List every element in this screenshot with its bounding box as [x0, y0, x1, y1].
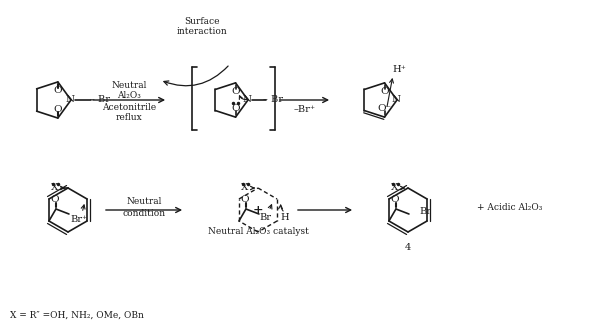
Text: O: O — [391, 195, 399, 204]
Text: O: O — [380, 87, 389, 96]
Text: N: N — [65, 95, 74, 105]
Text: interaction: interaction — [176, 28, 227, 36]
Text: X: X — [241, 183, 248, 193]
Text: O⁻: O⁻ — [377, 104, 392, 113]
Text: O: O — [53, 105, 62, 113]
Text: O: O — [241, 195, 249, 204]
Text: Br⁺: Br⁺ — [70, 215, 88, 223]
Text: H⁺: H⁺ — [392, 66, 406, 74]
Text: Br: Br — [259, 213, 271, 221]
Text: Al₂O₃: Al₂O₃ — [117, 91, 141, 99]
Text: Acetonitrile: Acetonitrile — [102, 102, 156, 112]
Text: N: N — [242, 95, 251, 105]
Text: Neutral: Neutral — [127, 197, 161, 207]
Text: O: O — [53, 87, 62, 95]
Text: Neutral: Neutral — [112, 81, 146, 91]
Text: – Br: – Br — [90, 95, 110, 105]
Text: +: + — [253, 203, 263, 216]
Text: + Acidic Al₂O₃: + Acidic Al₂O₃ — [478, 202, 542, 212]
Text: X = R″ =OH, NH₂, OMe, OBn: X = R″ =OH, NH₂, OMe, OBn — [10, 311, 144, 319]
Text: Br: Br — [419, 208, 431, 216]
Text: O: O — [231, 104, 240, 113]
Text: –Br⁺: –Br⁺ — [293, 106, 316, 114]
Text: X: X — [52, 183, 59, 193]
Text: O: O — [50, 195, 59, 204]
Text: – Br: – Br — [263, 95, 283, 105]
Text: O: O — [231, 87, 240, 96]
Text: condition: condition — [122, 210, 166, 218]
Text: 4: 4 — [405, 242, 411, 252]
Text: H: H — [281, 213, 289, 221]
Text: N: N — [391, 95, 401, 105]
Text: Neutral Al₂O₃ catalyst: Neutral Al₂O₃ catalyst — [208, 227, 308, 236]
Text: reflux: reflux — [116, 113, 142, 121]
Text: X: X — [391, 183, 398, 193]
Text: Surface: Surface — [184, 17, 220, 27]
